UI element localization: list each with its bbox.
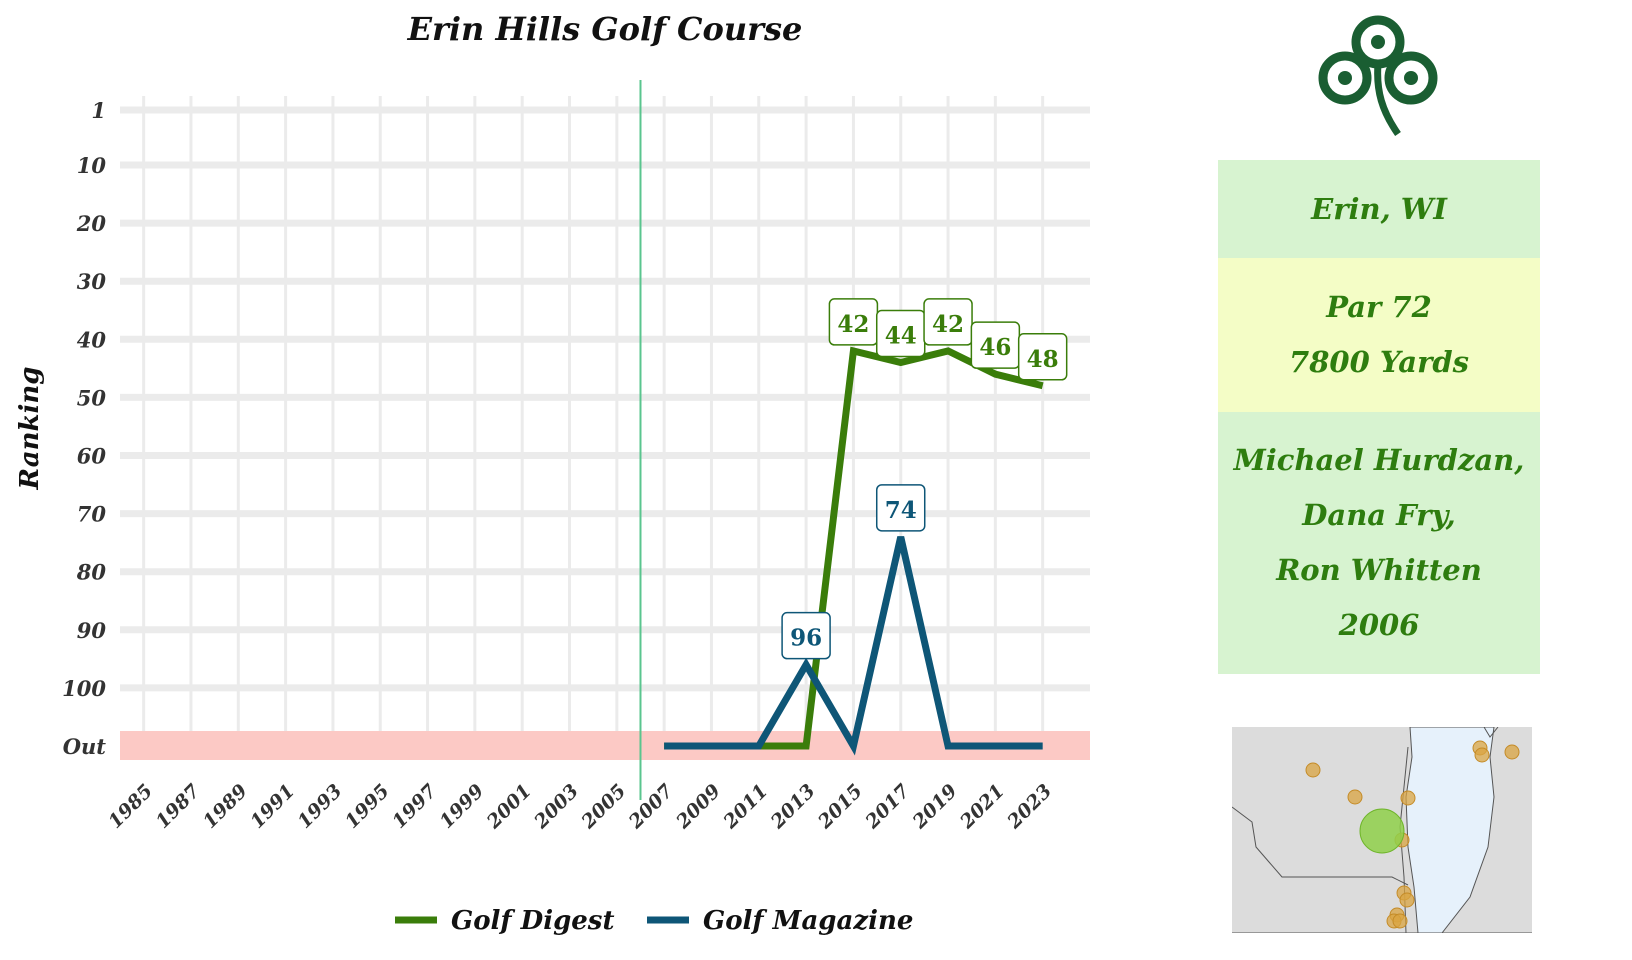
y-tick-label: 90 — [77, 618, 107, 643]
data-label: 96 — [790, 625, 822, 652]
x-tick-label: 1991 — [246, 780, 299, 833]
data-label-box — [923, 298, 973, 346]
course-panel: Par 72 7800 Yards — [1218, 258, 1540, 412]
data-label: 44 — [885, 323, 917, 350]
x-tick-label: 2013 — [766, 780, 820, 834]
region-map — [1232, 727, 1532, 933]
designer-panel: Michael Hurdzan, Dana Fry, Ron Whitten 2… — [1218, 412, 1540, 674]
data-label-box — [781, 611, 831, 660]
legend-label: Golf Digest — [451, 906, 614, 936]
y-tick-label: 20 — [76, 211, 107, 236]
ranking-chart: Erin Hills Golf Course 1 10 20 30 40 50 60 70 80… — [15, 10, 1090, 936]
shamrock-icon — [1318, 15, 1438, 136]
y-tick-label: Out — [63, 734, 107, 759]
data-label: 42 — [837, 311, 869, 338]
yards-text: 7800 Yards — [1289, 345, 1469, 379]
x-tick-label: 2009 — [671, 780, 725, 834]
x-tick-label: 2021 — [955, 780, 1009, 834]
y-axis-label: Ranking — [15, 367, 45, 491]
opened-year: 2006 — [1338, 608, 1420, 642]
data-label: 74 — [885, 497, 917, 524]
x-tick-label: 2011 — [719, 780, 773, 834]
y-tick-label: 70 — [77, 502, 107, 527]
data-label: 48 — [1027, 346, 1059, 373]
x-tick-label: 1985 — [104, 780, 157, 833]
data-label-box — [1017, 333, 1068, 381]
location-text: Erin, WI — [1311, 191, 1447, 226]
x-tick-label: 1989 — [199, 780, 252, 833]
grid-lines — [120, 96, 1090, 760]
location-panel: Erin, WI — [1218, 160, 1540, 258]
x-tick-label: 2001 — [482, 780, 536, 834]
chart-title: Erin Hills Golf Course — [407, 10, 803, 48]
out-band — [120, 80, 1090, 800]
x-tick-label: 2015 — [813, 780, 867, 834]
y-tick-label: 30 — [77, 269, 107, 294]
x-tick-label: 2007 — [624, 780, 678, 834]
data-label-box — [875, 484, 926, 532]
designer-name: Dana Fry, — [1302, 498, 1456, 532]
x-tick-label: 2003 — [529, 780, 583, 834]
series-line — [664, 536, 1043, 756]
out-band-rect — [120, 731, 1090, 760]
legend-label: Golf Magazine — [703, 906, 913, 936]
x-tick-label: 2023 — [1003, 780, 1057, 834]
x-tick-label: 2005 — [577, 780, 631, 834]
x-tick-label: 2019 — [908, 780, 962, 834]
x-tick-label: 1993 — [294, 780, 347, 833]
course-markers — [1305, 740, 1520, 929]
y-tick-label: 60 — [77, 444, 107, 469]
x-tick-label: 1999 — [435, 780, 488, 833]
x-tick-label: 1987 — [152, 780, 205, 833]
designer-name: Michael Hurdzan, — [1233, 443, 1525, 477]
par-text: Par 72 — [1326, 290, 1432, 324]
axis-labels: 1102030405060708090100Out198519871989199… — [62, 98, 1056, 834]
y-tick-label: 1 — [91, 98, 106, 123]
y-tick-label: 10 — [77, 153, 107, 178]
legend: Golf Digest Golf Magazine — [395, 906, 913, 936]
y-tick-label: 80 — [76, 560, 107, 585]
x-tick-label: 1997 — [388, 780, 441, 833]
designer-name: Ron Whitten — [1276, 553, 1482, 587]
data-label: 42 — [932, 311, 964, 338]
data-labels: 42 44 42 46 48 96 74 — [781, 298, 1068, 660]
y-tick-label: 50 — [77, 385, 107, 410]
course-location-marker — [1359, 808, 1405, 854]
y-tick-label: 100 — [62, 676, 106, 701]
data-label: 46 — [979, 334, 1011, 361]
x-tick-label: 2017 — [861, 780, 915, 834]
y-tick-label: 40 — [77, 327, 107, 352]
x-tick-label: 1995 — [341, 780, 394, 833]
